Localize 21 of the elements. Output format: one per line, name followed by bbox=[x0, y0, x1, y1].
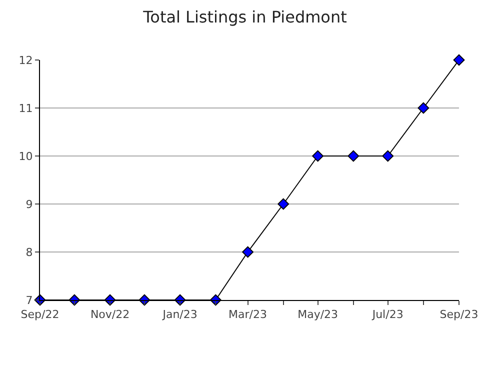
y-tick-label: 12 bbox=[18, 54, 33, 67]
y-tick-label: 10 bbox=[18, 150, 33, 163]
point bbox=[312, 150, 324, 162]
point bbox=[348, 150, 360, 162]
y-tick-label: 7 bbox=[26, 294, 33, 307]
x-tick-label: Jul/23 bbox=[371, 308, 404, 322]
x-tick-label: Nov/22 bbox=[90, 308, 130, 322]
x-tick-label: Jan/23 bbox=[162, 308, 198, 322]
point bbox=[278, 198, 290, 210]
x-tick-label: Sep/22 bbox=[20, 308, 60, 322]
y-tick-label: 9 bbox=[26, 198, 33, 211]
y-tick-label: 8 bbox=[26, 246, 33, 259]
x-tick-label: May/23 bbox=[298, 308, 338, 322]
x-tick-label: Mar/23 bbox=[228, 308, 268, 322]
x-tick-label: Sep/23 bbox=[440, 308, 478, 322]
chart-title: Total Listings in Piedmont bbox=[142, 8, 347, 27]
point bbox=[242, 246, 254, 258]
point bbox=[418, 102, 430, 114]
y-tick-label: 11 bbox=[18, 102, 33, 115]
point bbox=[382, 150, 394, 162]
point bbox=[453, 54, 465, 66]
